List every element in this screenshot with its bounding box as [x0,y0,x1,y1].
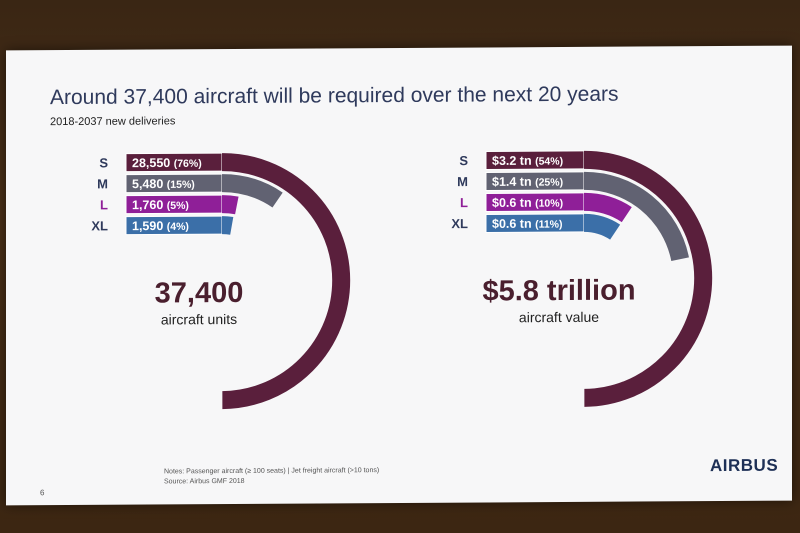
radial-charts: S 28,550 (76%) M 5,480 (15%) L 1,760 (5%) XL 1,… [91,150,713,410]
category-label-L: L [100,197,108,212]
value-label-S: 28,550 (76%) [132,156,202,170]
value-label-M: $1.4 tn (25%) [492,174,563,188]
bar-arc-S [583,150,713,407]
bar-arc-L [221,195,239,215]
source-line: Source: Airbus GMF 2018 [164,477,245,486]
bar-arc-XL [583,213,621,240]
value-label-XL: $0.6 tn (11%) [492,217,563,231]
category-label-M: M [457,174,468,189]
page-number: 6 [40,488,45,498]
presentation-slide: Around 37,400 aircraft will be required … [6,45,792,506]
bar-arc-L [583,192,632,223]
bar-arc-XL [221,216,234,235]
bar-arc-M [221,174,283,208]
value-label-M: 5,480 (15%) [132,177,195,191]
percent-label-S: (76%) [174,158,202,170]
percent-label-M: (25%) [535,176,563,188]
footnotes: Notes: Passenger aircraft (≥ 100 seats) … [164,466,379,487]
category-label-XL: XL [91,218,108,233]
units-caption: aircraft units [160,310,238,328]
value-label-L: $0.6 tn (10%) [492,195,563,209]
notes-line: Notes: Passenger aircraft (≥ 100 seats) … [164,467,380,476]
percent-label-XL: (11%) [535,219,562,231]
value-label-L: 1,760 (5%) [132,198,189,212]
units-total: 37,400 [154,276,244,310]
value-label-XL: 1,590 (4%) [132,219,189,233]
percent-label-M: (15%) [167,179,195,191]
radial-chart-0: S 28,550 (76%) M 5,480 (15%) L 1,760 (5%) XL 1,… [91,152,351,410]
percent-label-L: (10%) [535,197,563,209]
bar-arc-S [221,153,351,410]
value-caption: aircraft value [518,308,600,326]
percent-label-S: (54%) [535,155,563,167]
value-total: $5.8 trillion [482,274,636,308]
category-label-S: S [459,153,468,168]
percent-label-XL: (4%) [167,221,189,233]
value-label-S: $3.2 tn (54%) [492,153,563,167]
radial-chart-1: S $3.2 tn (54%) M $1.4 tn (25%) L $0.6 tn (10… [451,150,713,407]
percent-label-L: (5%) [167,200,189,212]
category-label-M: M [97,176,108,191]
category-label-S: S [99,155,108,170]
airbus-logo: AIRBUS [710,455,779,476]
bar-arc-M [583,171,689,262]
category-label-L: L [460,195,468,210]
category-label-XL: XL [451,216,468,231]
